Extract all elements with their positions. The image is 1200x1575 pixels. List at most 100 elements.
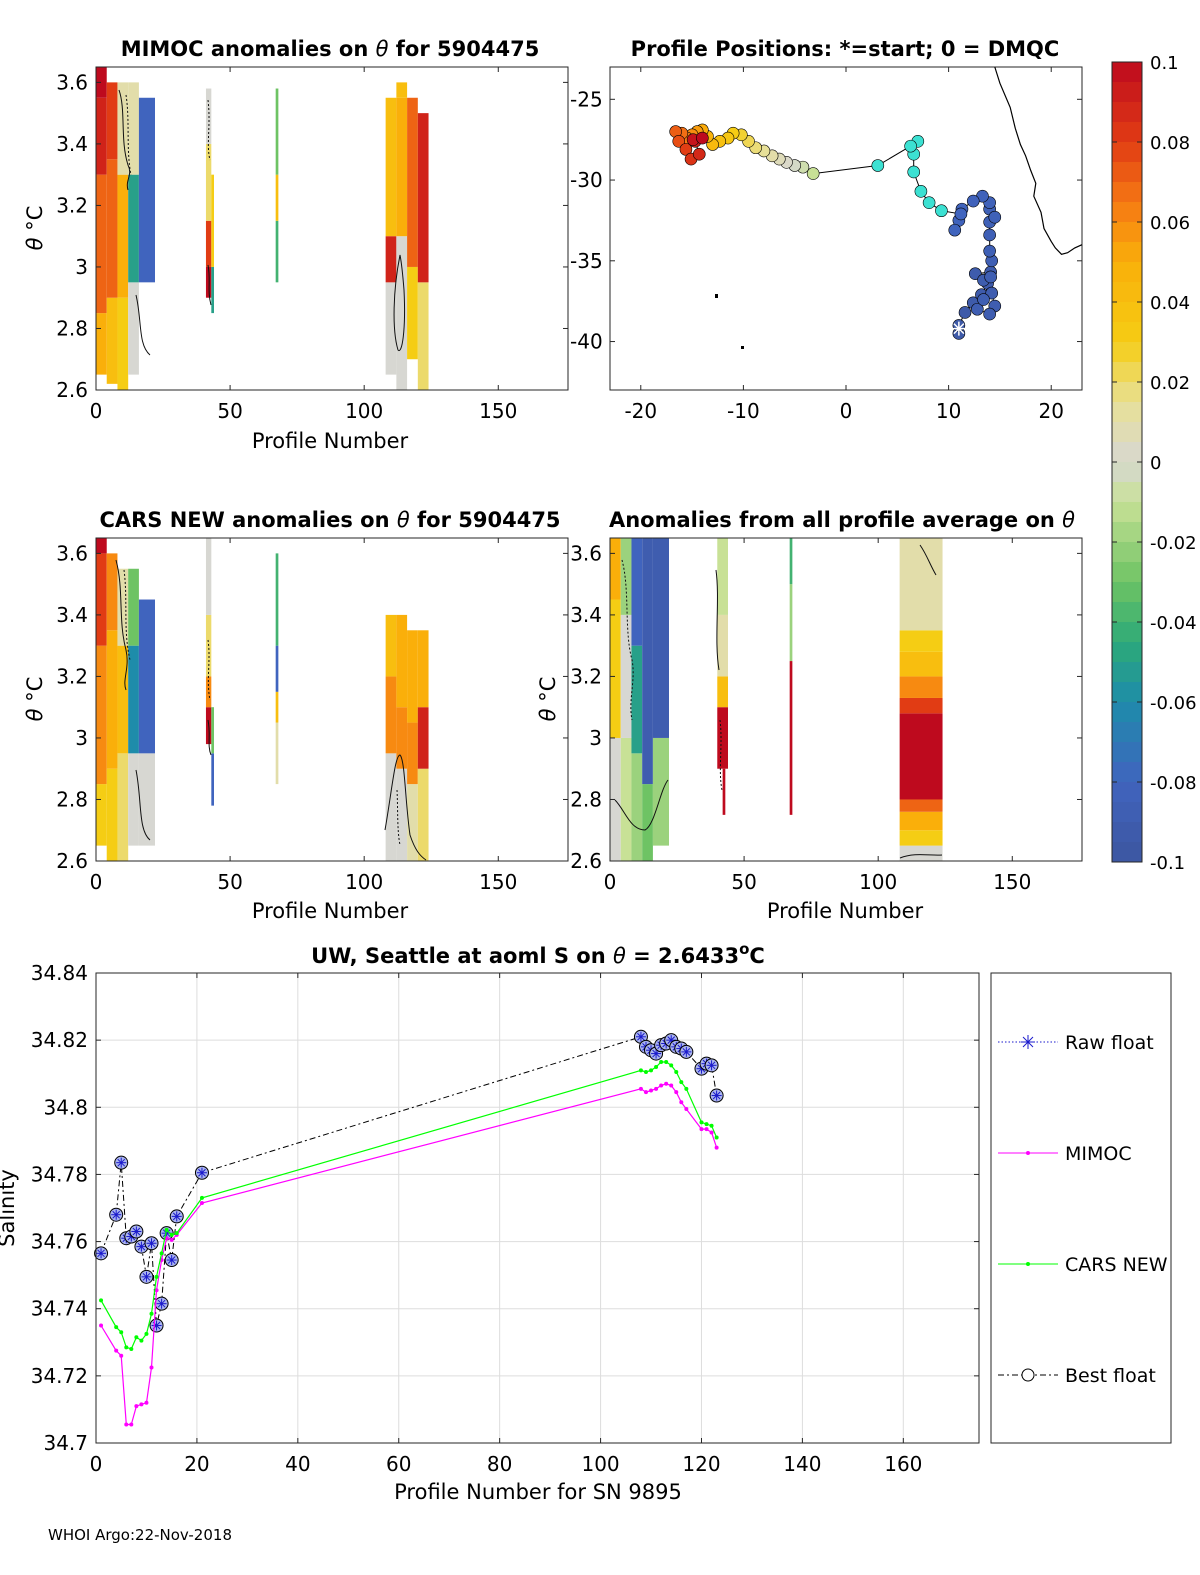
position-marker xyxy=(958,306,972,319)
mimoc-point xyxy=(674,1090,679,1095)
heatmap-cell xyxy=(620,614,632,738)
raw-float-asterisk xyxy=(112,1210,121,1219)
colorbar-band xyxy=(1112,682,1142,703)
mimoc-point xyxy=(164,1236,169,1241)
heatmap-cell xyxy=(396,97,408,237)
heatmap-cell xyxy=(610,538,621,600)
colorbar-band xyxy=(1112,722,1142,743)
mimoc-contour-solid-3 xyxy=(207,264,212,306)
heatmap-cell xyxy=(642,538,653,785)
heatmap-cell xyxy=(138,753,155,846)
colorbar-band xyxy=(1112,422,1142,443)
allavg-contours xyxy=(614,544,943,859)
heatmap-cell xyxy=(205,538,212,615)
cars-new-point xyxy=(169,1232,174,1237)
mimoc-point xyxy=(144,1400,149,1405)
heatmap-cell xyxy=(717,614,728,677)
footer-credit: WHOI Argo:22-Nov-2018 xyxy=(48,1526,232,1544)
legend-label: Raw float xyxy=(1065,1032,1154,1054)
salinity-ylabel: Salinity xyxy=(0,1169,19,1247)
mimoc-point xyxy=(709,1130,714,1135)
heatmap-cell xyxy=(275,691,279,723)
cars-new-point xyxy=(99,1298,104,1303)
heatmap-cell xyxy=(385,97,397,237)
x-tick-label: 150 xyxy=(479,870,517,894)
mimoc-contour-solid xyxy=(118,89,131,191)
cars-new-point xyxy=(664,1059,669,1064)
position-marker xyxy=(907,165,921,179)
colorbar-band xyxy=(1112,142,1142,163)
mimoc-anomaly-panel: MIMOC anomalies on θ for 5904475 0 50 100 1… xyxy=(23,37,569,453)
colorbar-tick-label: -0.08 xyxy=(1150,773,1197,794)
colorbar-band xyxy=(1112,642,1142,663)
position-marker xyxy=(983,244,996,258)
position-marker xyxy=(983,307,996,321)
heatmap-cell xyxy=(205,266,212,298)
allavg-contour-solid xyxy=(614,779,669,831)
heatmap-cell xyxy=(96,174,107,314)
heatmap-cell xyxy=(106,768,118,861)
salinity-series xyxy=(94,1029,724,1427)
colorbar-band xyxy=(1112,742,1142,763)
position-marker xyxy=(904,139,917,153)
mimoc-point xyxy=(669,1083,674,1088)
raw-float-asterisk xyxy=(137,1242,146,1251)
x-tick-label: -20 xyxy=(624,399,657,423)
raw-float-asterisk xyxy=(167,1256,176,1264)
y-tick-label: 2.8 xyxy=(56,787,88,811)
mimoc-point xyxy=(714,1145,719,1150)
colorbar-band xyxy=(1112,582,1142,603)
allavg-contour-bottom xyxy=(899,854,943,859)
cars-new-point xyxy=(709,1123,714,1128)
raw-float-asterisk xyxy=(117,1158,126,1167)
raw-float-asterisk xyxy=(198,1168,206,1177)
cars-new-point xyxy=(149,1311,154,1316)
heatmap-cell xyxy=(117,174,129,298)
heatmap-cell xyxy=(211,266,214,314)
position-marker xyxy=(983,228,996,242)
y-tick-label: 2.6 xyxy=(56,378,88,402)
heatmap-cell xyxy=(275,174,279,221)
colorbar-band xyxy=(1112,522,1142,543)
colorbar-band xyxy=(1112,242,1142,263)
cars-new-point xyxy=(699,1120,704,1125)
mimoc-point xyxy=(169,1237,174,1242)
colorbar-band xyxy=(1112,222,1142,243)
allavg-xlabel: Profile Number xyxy=(767,899,924,923)
heatmap-cell xyxy=(899,676,943,698)
colorbar-tick-label: -0.1 xyxy=(1150,853,1185,874)
island-marker xyxy=(715,294,718,298)
mimoc-contour-dotted xyxy=(125,94,132,176)
x-tick-label: 20 xyxy=(1038,399,1063,423)
heatmap-cell xyxy=(96,645,107,785)
raw-float-asterisk xyxy=(667,1036,676,1044)
heatmap-cell xyxy=(205,143,212,221)
heatmap-cell xyxy=(385,614,397,677)
y-tick-label: 2.8 xyxy=(570,787,602,811)
heatmap-cell xyxy=(899,713,943,800)
colorbar-band xyxy=(1112,202,1142,223)
heatmap-cell xyxy=(407,722,418,785)
cars-contour-dotted-3 xyxy=(396,789,401,846)
x-tick-label: 20 xyxy=(184,1452,209,1476)
heatmap-cell xyxy=(96,538,107,554)
position-marker xyxy=(977,293,990,306)
heatmap-cell xyxy=(899,830,943,846)
heatmap-cell xyxy=(620,737,632,861)
salinity-panel: UW, Seattle at aoml S on θ = 2.6433oC 0 2… xyxy=(0,940,1172,1504)
x-tick-label: 150 xyxy=(479,399,517,423)
heatmap-cell xyxy=(96,97,107,175)
salinity-legend-entries: Raw float MIMOC CARS NEW Best float xyxy=(998,1032,1168,1387)
heatmap-cell xyxy=(205,676,212,708)
mimoc-point xyxy=(699,1127,704,1132)
x-tick-label: 0 xyxy=(90,1452,103,1476)
heatmap-cell xyxy=(117,645,129,754)
colorbar: 0.1 0.08 0.06 0.04 0.02 0 -0.02 -0.04 -0.06 -0.08… xyxy=(1111,53,1197,874)
heatmap-cell xyxy=(417,113,429,283)
mimoc-point xyxy=(679,1100,684,1105)
heatmap-cell xyxy=(717,676,728,708)
legend-cars-marker xyxy=(1026,1262,1030,1266)
mimoc-point xyxy=(199,1200,204,1205)
mimoc-contour-solid-2 xyxy=(135,294,151,356)
y-tick-label: 3.6 xyxy=(570,541,602,565)
